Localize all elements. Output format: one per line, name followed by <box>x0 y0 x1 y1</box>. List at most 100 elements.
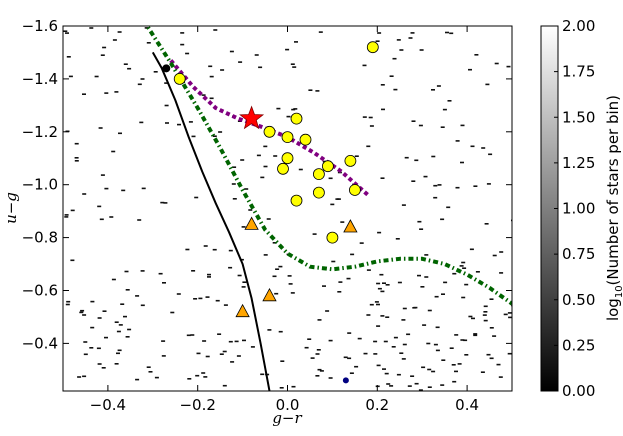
histogram-bin <box>186 334 191 337</box>
colorbar-tick-label: 0.00 <box>562 382 595 400</box>
histogram-bin <box>260 176 265 179</box>
histogram-bin <box>489 357 494 360</box>
orange-triangle-marker <box>244 216 259 230</box>
histogram-bin <box>386 383 391 385</box>
histogram-bin <box>66 300 71 303</box>
histogram-bin <box>74 157 79 159</box>
x-tick-label: −0.4 <box>90 396 126 414</box>
yellow-circle-marker <box>326 231 339 244</box>
histogram-bin <box>275 268 280 270</box>
histogram-bin <box>239 258 244 261</box>
histogram-bin <box>276 107 281 110</box>
histogram-bin <box>393 336 398 339</box>
histogram-bin <box>454 334 459 336</box>
histogram-bin <box>272 275 277 278</box>
yellow-circle-marker <box>312 168 325 181</box>
histogram-bin <box>114 363 119 365</box>
histogram-bin <box>431 89 435 91</box>
histogram-bin <box>116 352 120 355</box>
histogram-bin <box>380 315 385 317</box>
histogram-bin <box>144 27 149 29</box>
histogram-bin <box>377 32 382 34</box>
histogram-bin <box>410 32 415 34</box>
histogram-bin <box>406 333 411 336</box>
histogram-bin <box>315 90 320 92</box>
histogram-bin <box>354 155 359 157</box>
histogram-bin <box>232 198 237 200</box>
histogram-bin <box>104 187 109 190</box>
histogram-bin <box>436 85 441 87</box>
star-density-histogram <box>63 27 512 391</box>
histogram-bin <box>240 159 245 161</box>
histogram-bin <box>203 245 208 247</box>
colorbar-tick-label: 1.00 <box>562 200 595 218</box>
histogram-bin <box>382 282 386 284</box>
histogram-bin <box>397 281 402 284</box>
histogram-bin <box>140 78 145 80</box>
histogram-bin <box>104 336 108 339</box>
histogram-bin <box>109 216 114 218</box>
histogram-bin <box>146 366 151 368</box>
histogram-bin <box>89 27 94 29</box>
histogram-bin <box>454 370 458 373</box>
histogram-bin <box>218 131 223 133</box>
histogram-bin <box>492 335 497 337</box>
histogram-bin <box>161 340 166 342</box>
colorbar-tick-label: 2.00 <box>562 17 595 35</box>
histogram-bin <box>366 314 371 316</box>
histogram-bin <box>376 364 381 367</box>
histogram-bin <box>464 283 469 286</box>
histogram-bin <box>375 40 380 42</box>
y-tick-label: −0.6 <box>22 281 58 299</box>
histogram-bin <box>165 122 169 124</box>
histogram-bin <box>492 254 497 257</box>
histogram-bin <box>219 353 224 355</box>
histogram-bin <box>102 46 107 49</box>
histogram-bin <box>407 385 412 387</box>
histogram-bin <box>399 352 404 354</box>
histogram-bin <box>362 64 367 67</box>
yellow-circle-marker <box>263 125 276 138</box>
histogram-bin <box>455 140 460 142</box>
histogram-bin <box>376 282 381 285</box>
histogram-bin <box>176 293 181 295</box>
histogram-bin <box>382 368 386 370</box>
histogram-bin <box>304 346 309 349</box>
histogram-bin <box>486 183 491 185</box>
histogram-bin <box>100 174 105 176</box>
histogram-bin <box>421 366 426 369</box>
histogram-bin <box>359 242 364 244</box>
histogram-bin <box>263 165 268 168</box>
histogram-bin <box>377 287 382 290</box>
histogram-bin <box>68 75 73 78</box>
histogram-bin <box>393 88 398 91</box>
histogram-bin <box>426 342 431 345</box>
histogram-bin <box>208 65 213 68</box>
histogram-bin <box>160 201 165 204</box>
histogram-bin <box>395 238 400 240</box>
histogram-bin <box>385 316 390 318</box>
histogram-bin <box>460 124 465 127</box>
histogram-bin <box>414 159 419 162</box>
yellow-circle-marker <box>321 160 334 173</box>
y-tick-label: −0.4 <box>22 334 58 352</box>
histogram-bin <box>194 196 199 199</box>
histogram-bin <box>191 270 196 272</box>
histogram-bin <box>410 375 415 377</box>
histogram-bin <box>422 324 427 326</box>
histogram-bin <box>433 343 438 346</box>
histogram-bin <box>104 92 109 94</box>
histogram-bin <box>484 223 489 225</box>
histogram-bin <box>366 145 371 148</box>
histogram-bin <box>385 284 390 286</box>
histogram-bin <box>146 42 151 44</box>
histogram-bin <box>469 248 474 251</box>
curve-solid-black <box>151 51 271 391</box>
histogram-bin <box>292 66 297 68</box>
y-tick-label: −1.4 <box>22 70 58 88</box>
yellow-circle-marker <box>281 152 294 165</box>
histogram-bin <box>288 283 293 285</box>
yellow-circle-marker <box>344 154 357 167</box>
histogram-bin <box>135 378 140 381</box>
histogram-bin <box>347 357 352 360</box>
